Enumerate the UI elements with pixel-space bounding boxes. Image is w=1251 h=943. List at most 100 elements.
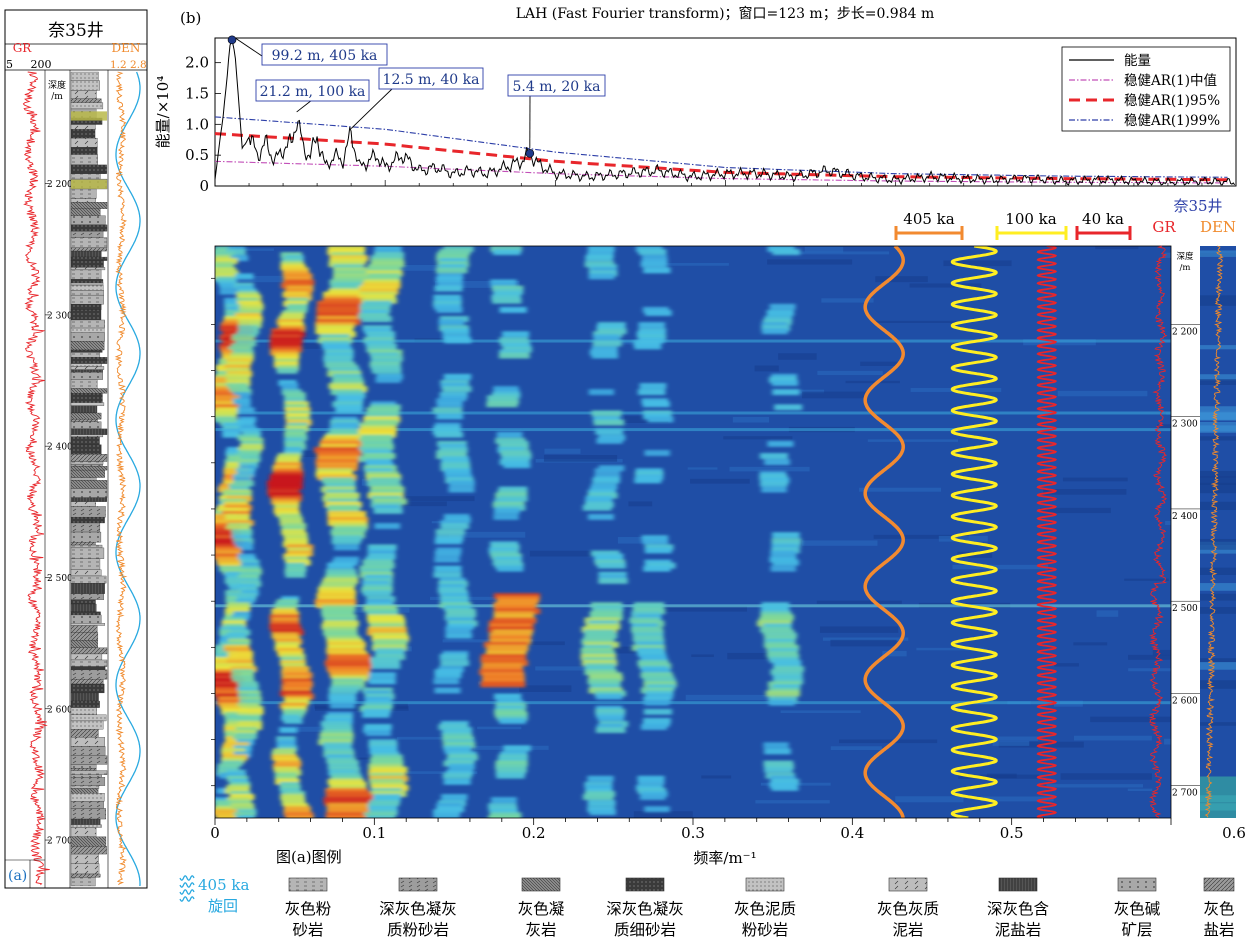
heatmap-band-cell xyxy=(226,379,251,386)
heatmap-band-cell xyxy=(769,657,799,664)
heatmap-band-cell xyxy=(228,246,246,252)
heatmap-band-cell xyxy=(227,456,250,463)
lithology-layer xyxy=(70,808,106,820)
heatmap-texture xyxy=(442,639,534,643)
den-track-texture xyxy=(1200,482,1236,494)
legend-text-1: 砂岩 xyxy=(292,921,323,939)
heatmap-texture xyxy=(216,275,304,283)
heatmap-break-line xyxy=(215,411,1171,415)
heatmap-band-cell xyxy=(760,626,792,633)
heatmap-band-cell xyxy=(331,675,368,682)
den-track-texture xyxy=(1200,538,1236,550)
heatmap-band-cell xyxy=(369,745,398,752)
heatmap-band-cell xyxy=(224,297,242,304)
heatmap-band-cell xyxy=(326,757,357,764)
heatmap-band-cell xyxy=(366,596,396,603)
legend-swatch-5 xyxy=(745,877,785,892)
heatmap-band-cell xyxy=(332,276,367,283)
den-track-texture xyxy=(1200,412,1236,420)
heatmap-band-cell xyxy=(241,431,262,438)
heatmap-band-cell xyxy=(220,757,245,764)
heatmap-band-cell xyxy=(215,672,241,679)
heatmap-band-cell xyxy=(364,693,395,700)
heatmap-band-cell xyxy=(232,669,254,676)
lithology-layer xyxy=(70,279,104,283)
heatmap-band-cell xyxy=(637,334,667,341)
depth-tick-label-b: 2 400 xyxy=(1172,512,1198,522)
heatmap-band-cell xyxy=(597,562,626,569)
spectrum-legend: 能量 稳健AR(1)中值 稳健AR(1)95% 稳健AR(1)99% xyxy=(1061,46,1231,132)
heatmap-band-cell xyxy=(286,815,314,818)
heatmap-band-cell xyxy=(436,453,468,460)
heatmap-band-cell xyxy=(215,523,239,530)
heatmap-band-cell xyxy=(275,775,299,782)
heatmap-band-cell xyxy=(437,282,463,289)
heatmap-band-cell xyxy=(493,389,520,396)
lithology-layer xyxy=(70,80,100,91)
ar1-99-line xyxy=(214,116,1228,178)
heatmap-band-cell xyxy=(319,733,354,740)
heatmap-band-cell xyxy=(331,379,365,386)
heatmap-band-cell xyxy=(230,389,252,396)
heatmap-band-cell xyxy=(236,809,257,816)
heatmap-band-cell xyxy=(636,474,664,481)
heatmap-band-cell xyxy=(761,322,788,329)
heatmap-band-cell xyxy=(492,249,521,256)
heatmap-xtick-label: 0.5 xyxy=(1000,824,1024,842)
lithology-layer xyxy=(70,729,99,738)
heatmap-band-cell xyxy=(367,462,394,469)
heatmap-band-cell xyxy=(326,507,360,514)
heatmap-band-cell xyxy=(328,693,357,700)
heatmap-band-cell xyxy=(363,812,396,818)
heatmap-band-cell xyxy=(225,590,246,597)
legend-swatch-3 xyxy=(521,877,561,892)
heatmap-band-cell xyxy=(366,480,398,487)
heatmap-band-cell xyxy=(434,687,461,694)
heatmap-band-cell xyxy=(215,264,234,271)
depth-tick-label-a: 2 700 xyxy=(47,837,73,847)
heatmap-band-cell xyxy=(436,252,469,259)
heatmap-band-cell xyxy=(215,520,237,527)
heatmap-band-cell xyxy=(590,602,623,609)
heatmap-band-cell xyxy=(241,580,262,587)
heatmap-band-cell xyxy=(375,647,405,654)
heatmap-band-cell xyxy=(365,815,395,818)
lithology-layer xyxy=(70,349,103,353)
heatmap-band-cell xyxy=(366,334,395,341)
heatmap-band-cell xyxy=(499,717,526,724)
heatmap-texture xyxy=(958,774,1040,779)
heatmap-band-cell xyxy=(328,261,365,268)
heatmap-band-cell xyxy=(323,614,357,621)
heatmap-band-cell xyxy=(488,803,517,810)
heatmap-band-cell xyxy=(587,678,621,685)
lithology-layer xyxy=(70,444,102,455)
heatmap-band-cell xyxy=(329,702,356,709)
heatmap-band-cell xyxy=(215,252,235,259)
heatmap-texture xyxy=(602,340,646,345)
heatmap-band-cell xyxy=(227,580,248,587)
heatmap-band-cell xyxy=(448,751,477,758)
heatmap-band-cell xyxy=(773,678,804,685)
heatmap-band-cell xyxy=(280,312,305,319)
heatmap-band-cell xyxy=(644,669,672,676)
heatmap-band-cell xyxy=(273,361,299,368)
heatmap-band-cell xyxy=(631,611,661,618)
spectrum-ytick-label: 0.5 xyxy=(185,146,209,164)
heatmap-band-cell xyxy=(316,325,354,332)
heatmap-band-cell xyxy=(764,763,794,770)
heatmap-band-cell xyxy=(436,806,465,813)
heatmap-band-cell xyxy=(281,797,306,804)
heatmap-band-cell xyxy=(319,736,354,743)
heatmap-band-cell xyxy=(271,608,297,615)
heatmap-band-cell xyxy=(480,657,525,664)
heatmap-band-cell xyxy=(229,794,255,801)
heatmap-band-cell xyxy=(273,501,300,508)
heatmap-band-cell xyxy=(501,453,532,460)
heatmap-band-cell xyxy=(227,635,248,642)
lithology-layer xyxy=(70,480,108,489)
heatmap-band-cell xyxy=(770,775,796,782)
heatmap-band-cell xyxy=(232,535,251,542)
lithology-layer xyxy=(70,558,101,570)
heatmap-band-cell xyxy=(315,459,359,466)
heatmap-band-cell xyxy=(237,553,256,560)
